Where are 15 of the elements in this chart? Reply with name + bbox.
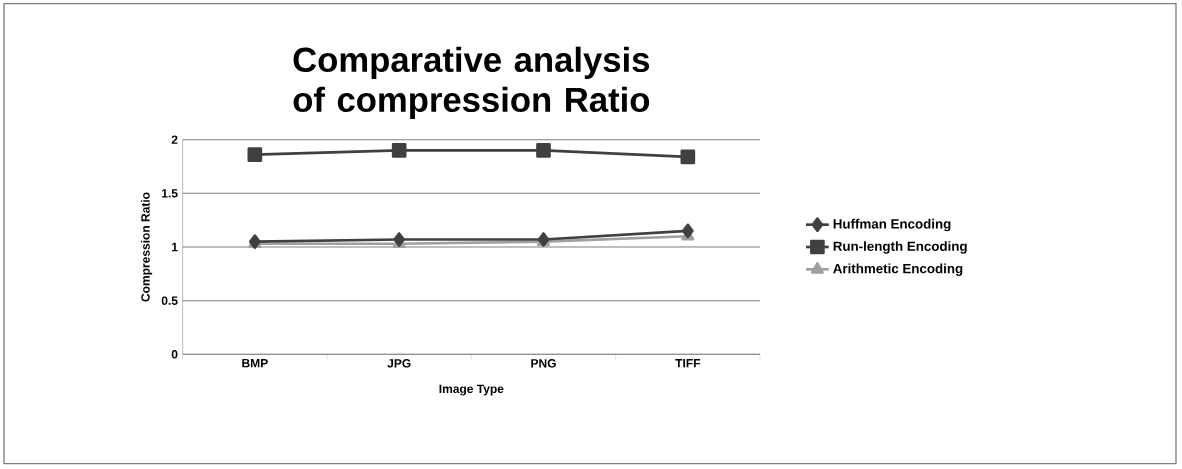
x-axis-title: Image Type xyxy=(439,384,504,396)
y-tick-label: 1.5 xyxy=(162,189,178,198)
x-tick-label: JPG xyxy=(387,359,411,368)
legend-label: Huffman Encoding xyxy=(833,218,951,232)
legend-label: Run-length Encoding xyxy=(833,241,967,254)
y-axis-title: Compression Ratio xyxy=(140,192,153,302)
chart-title: Comparative analysis of compression Ratio xyxy=(293,46,650,119)
x-tick-label: BMP xyxy=(242,359,268,368)
x-tick-label: PNG xyxy=(531,359,556,368)
y-tick-label: 0 xyxy=(171,350,178,359)
y-tick-label: 0.5 xyxy=(161,296,178,305)
y-tick-label: 2 xyxy=(171,135,178,144)
y-tick-label: 1 xyxy=(172,242,178,252)
legend-label: Arithmetic Encoding xyxy=(833,263,963,276)
x-tick-label: TIFF xyxy=(675,359,701,368)
